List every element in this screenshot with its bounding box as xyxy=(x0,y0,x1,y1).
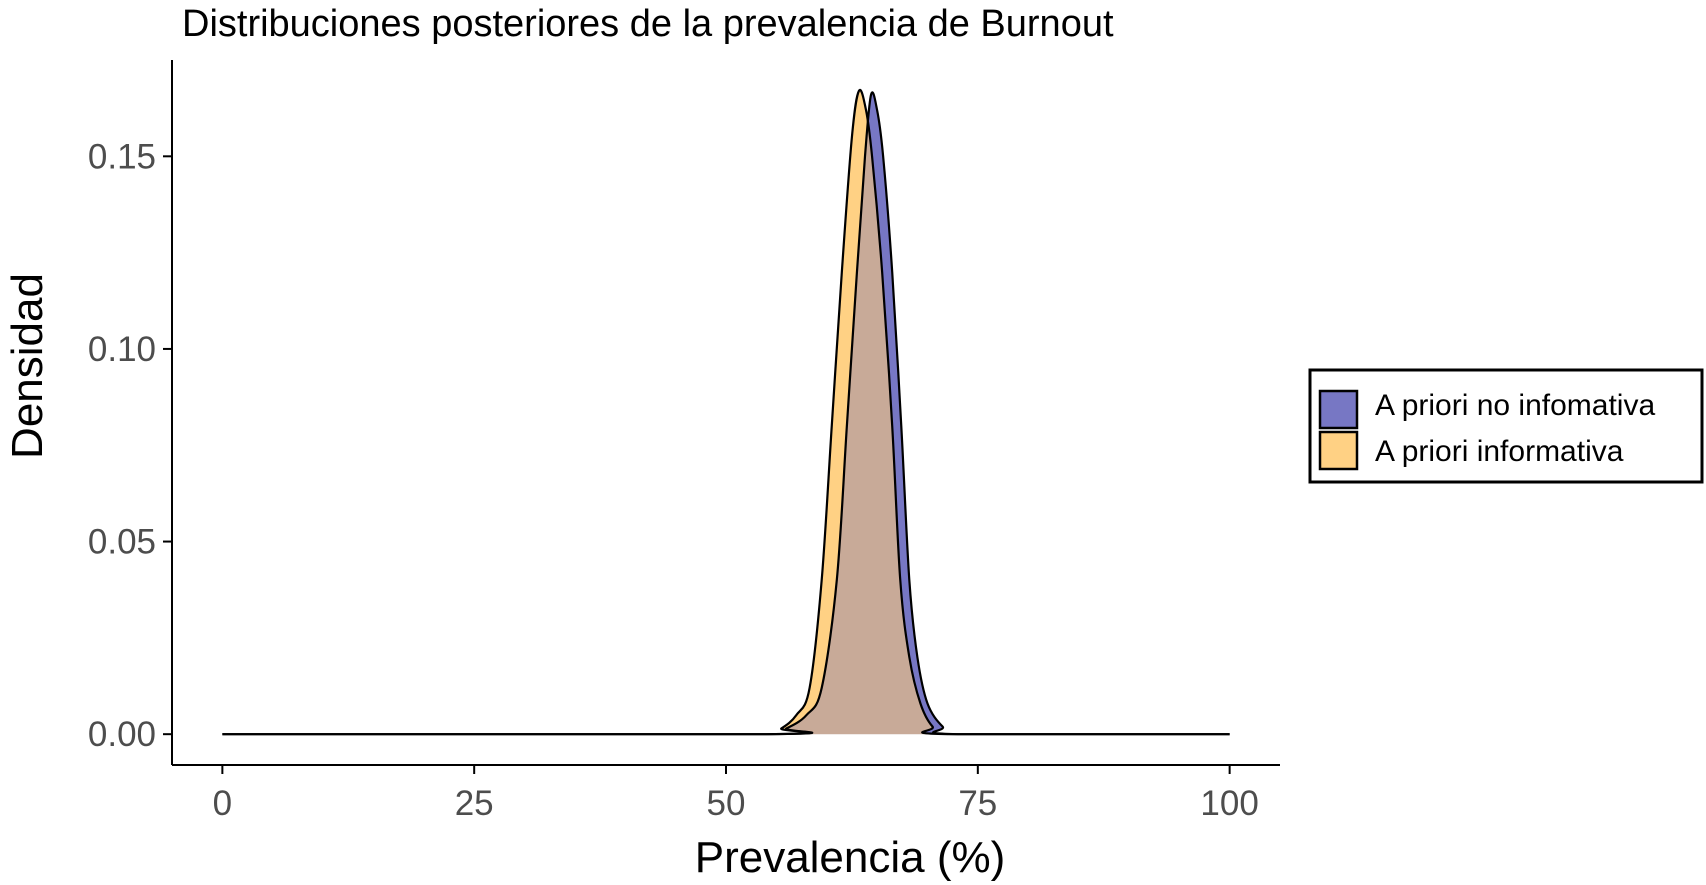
x-tick-label: 75 xyxy=(958,784,997,823)
density-area-informativa xyxy=(222,89,1230,735)
density-area-overlap xyxy=(222,92,1230,735)
density-area-no-informativa xyxy=(222,92,1230,735)
y-tick-label: 0.05 xyxy=(88,523,156,562)
y-axis-title: Densidad xyxy=(3,273,52,459)
y-tick-label: 0.00 xyxy=(88,715,156,754)
legend-label-no-informativa: A priori no infomativa xyxy=(1375,389,1655,422)
legend-box xyxy=(1308,368,1704,484)
legend-key-informativa xyxy=(1318,430,1359,471)
chart-title: Distribuciones posteriores de la prevale… xyxy=(182,3,1114,45)
x-axis-title: Prevalencia (%) xyxy=(695,833,1006,882)
plot-area xyxy=(222,88,1230,736)
x-tick-label: 0 xyxy=(213,784,232,823)
legend: A priori no infomativa A priori informat… xyxy=(1308,368,1704,484)
legend-key-no-informativa xyxy=(1318,389,1359,430)
y-axis-ticks: 0.00 0.05 0.10 0.15 xyxy=(88,137,172,754)
density-outline-no-informativa xyxy=(222,91,1230,736)
x-axis-ticks: 0 25 50 75 100 xyxy=(213,765,1259,823)
x-tick-label: 100 xyxy=(1200,784,1258,823)
y-tick-label: 0.10 xyxy=(88,330,156,369)
y-tick-label: 0.15 xyxy=(88,137,156,176)
x-tick-label: 50 xyxy=(707,784,746,823)
density-outline-informativa xyxy=(222,88,1230,736)
legend-label-informativa: A priori informativa xyxy=(1375,435,1624,468)
x-tick-label: 25 xyxy=(455,784,494,823)
